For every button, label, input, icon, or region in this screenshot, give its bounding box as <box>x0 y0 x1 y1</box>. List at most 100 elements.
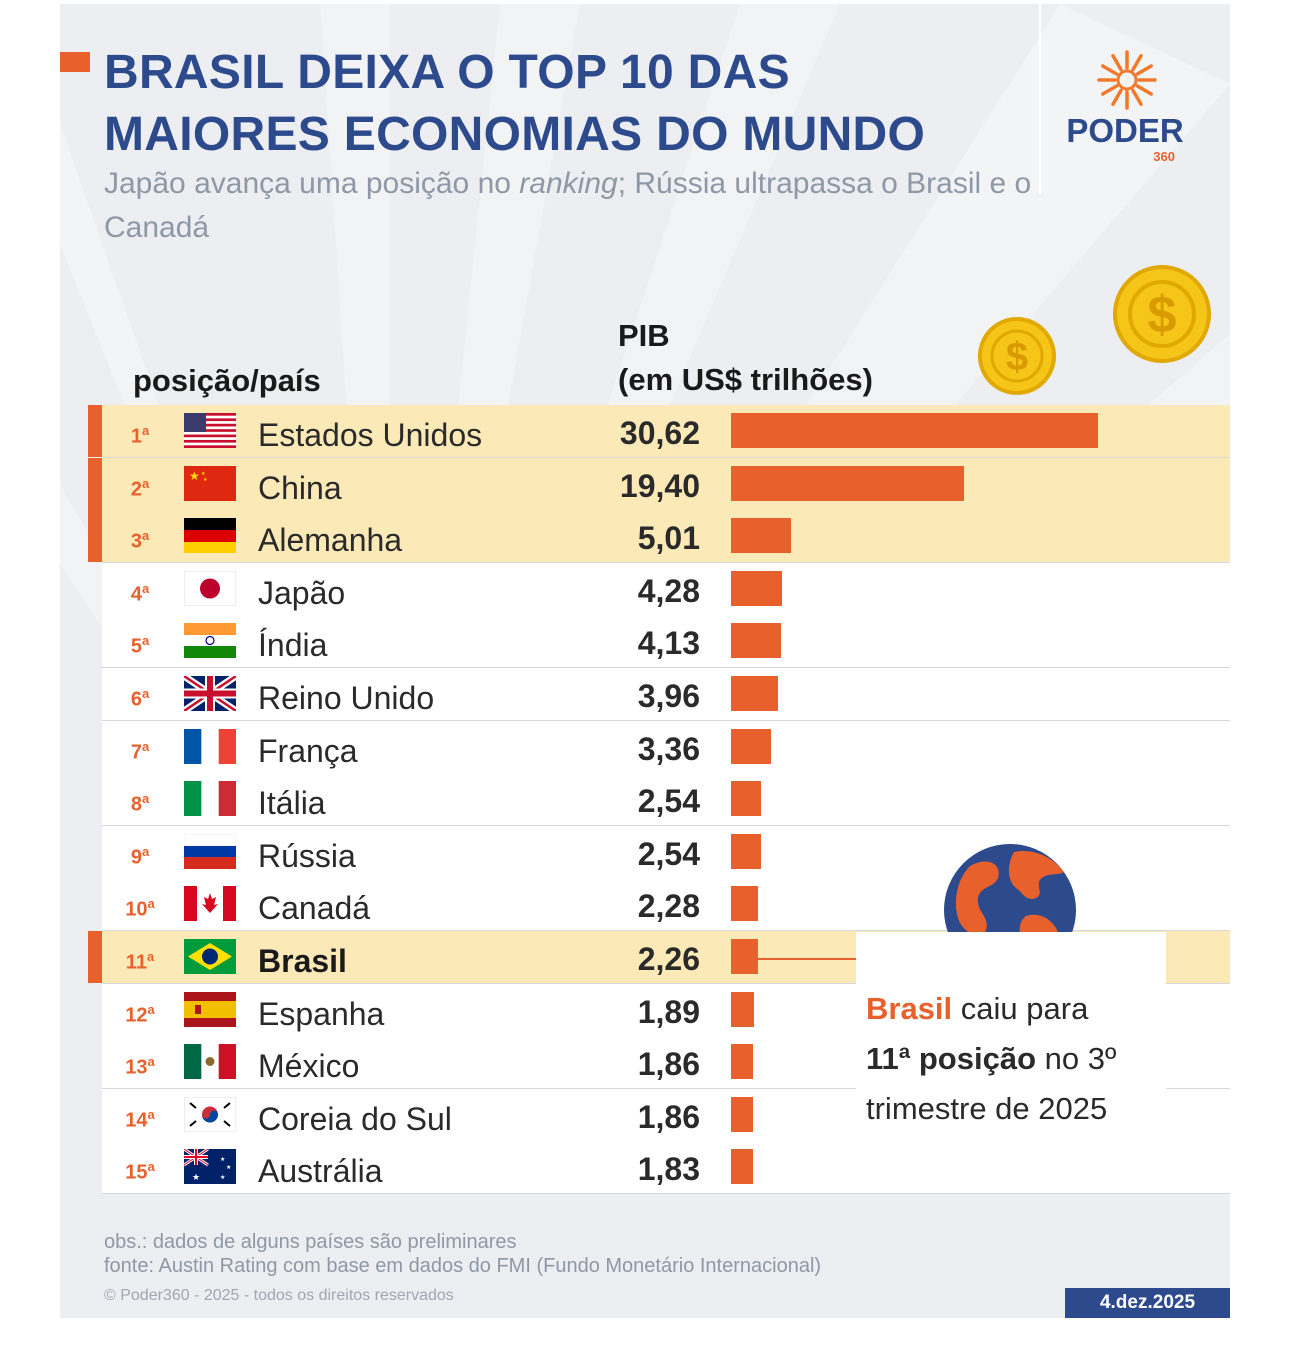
japan-flag-icon <box>184 570 236 606</box>
table-row <box>102 510 1230 564</box>
rank-label: 14a <box>125 1106 155 1132</box>
value-label: 1,89 <box>637 993 700 1030</box>
uk-flag-icon <box>184 676 236 711</box>
china-flag-icon: ★ ★★ <box>184 465 236 501</box>
country-label: Índia <box>258 627 328 664</box>
table-row <box>102 562 1230 616</box>
rank-label: 13a <box>125 1054 155 1079</box>
country-label: México <box>258 1048 360 1085</box>
country-label: Japão <box>258 574 346 611</box>
country-label: Brasil <box>258 943 347 979</box>
svg-text:★: ★ <box>201 471 206 477</box>
title-accent-mark <box>60 52 90 72</box>
rank-label: 4a <box>130 580 150 606</box>
dollar-coin-icon: $ <box>978 317 1056 395</box>
svg-text:★: ★ <box>189 469 200 483</box>
table-row <box>102 457 1230 511</box>
rank-label: 1a <box>130 423 150 448</box>
svg-text:$: $ <box>1148 286 1177 344</box>
svg-text:★: ★ <box>226 1164 231 1171</box>
value-label: 19,40 <box>619 467 700 504</box>
dollar-coin-icon: $ <box>1113 265 1211 363</box>
value-label: 3,36 <box>637 730 700 767</box>
value-label: 1,83 <box>637 1151 700 1188</box>
gdp-bar <box>731 939 758 974</box>
page-title: BRASIL DEIXA O TOP 10 DAS MAIORES ECONOM… <box>104 46 926 161</box>
footer-notes: obs.: dados de alguns países são prelimi… <box>104 1230 821 1278</box>
germany-flag-icon <box>184 518 236 554</box>
value-label: 4,13 <box>637 625 700 662</box>
value-label: 30,62 <box>619 415 700 451</box>
rank-label: 8a <box>130 791 150 816</box>
gdp-bar <box>731 676 778 711</box>
poder360-logo: PODER 360 <box>1066 50 1184 164</box>
country-label: Estados Unidos <box>258 417 483 453</box>
row-accent-bar <box>88 931 102 983</box>
svg-text:★: ★ <box>220 1174 225 1181</box>
rank-label: 11a <box>125 949 155 974</box>
spain-flag-icon <box>184 991 236 1027</box>
svg-text:★: ★ <box>220 1156 225 1163</box>
rank-label: 5a <box>130 633 150 659</box>
svg-text:PODER: PODER <box>1066 112 1184 149</box>
column-header-pib: PIB (em US$ trilhões) <box>618 318 873 397</box>
brazil-flag-icon <box>184 939 236 974</box>
svg-text:$: $ <box>1006 335 1028 379</box>
value-label: 4,28 <box>637 572 700 609</box>
rank-label: 10a <box>125 896 155 922</box>
gdp-bar <box>731 1044 753 1080</box>
south-korea-flag-icon <box>184 1096 236 1132</box>
rank-label: 15a <box>125 1159 155 1185</box>
country-label: França <box>258 732 358 769</box>
country-label: Coreia do Sul <box>258 1100 452 1137</box>
gdp-bar <box>731 465 964 501</box>
country-label: China <box>258 469 342 506</box>
obs-note: obs.: dados de alguns países são prelimi… <box>104 1231 517 1253</box>
brasil-callout-box: Brasil caiu para 11ª posição no 3º trime… <box>856 932 1166 1154</box>
gdp-bar <box>731 1096 753 1132</box>
rank-label: 9a <box>130 843 150 869</box>
country-label: Itália <box>258 785 326 822</box>
value-label: 5,01 <box>637 520 700 557</box>
infographic-card: BRASIL DEIXA O TOP 10 DAS MAIORES ECONOM… <box>60 4 1230 1318</box>
value-label: 1,86 <box>637 1046 700 1083</box>
table-row <box>102 720 1230 774</box>
svg-text:★: ★ <box>192 1172 200 1182</box>
sun-icon <box>1097 50 1157 110</box>
date-badge: 4.dez.2025 <box>1065 1288 1230 1318</box>
gdp-bar <box>731 518 791 554</box>
country-label: Canadá <box>258 890 371 927</box>
country-label: Alemanha <box>258 522 403 559</box>
value-label: 3,96 <box>637 678 700 714</box>
rank-label: 7a <box>130 738 150 764</box>
column-header-position: posição/país <box>133 363 321 398</box>
source-note: fonte: Austin Rating com base em dados d… <box>104 1255 822 1277</box>
country-label: Austrália <box>258 1153 383 1190</box>
country-label: Espanha <box>258 995 385 1032</box>
mexico-flag-icon <box>184 1044 236 1080</box>
gdp-bar <box>731 1149 753 1185</box>
row-accent-bar <box>88 510 102 563</box>
table-row <box>102 668 1230 721</box>
table-row <box>102 773 1230 827</box>
russia-flag-icon <box>184 833 236 869</box>
gdp-bar <box>731 413 1098 448</box>
header-divider <box>1039 4 1041 194</box>
gdp-bar <box>731 833 761 869</box>
callout-text: Brasil caiu para 11ª posição no 3º trime… <box>866 991 1117 1126</box>
france-flag-icon <box>184 728 236 764</box>
coins-illustration: $ $ <box>978 265 1211 395</box>
rank-label: 12a <box>125 1001 155 1027</box>
country-label: Reino Unido <box>258 680 435 716</box>
rank-label: 3a <box>130 528 150 553</box>
svg-text:★: ★ <box>203 477 208 483</box>
value-label: 2,28 <box>637 888 700 925</box>
copyright: © Poder360 - 2025 - todos os direitos re… <box>104 1287 454 1304</box>
gdp-bar <box>731 728 771 764</box>
gdp-bar <box>731 886 758 922</box>
gdp-bar <box>731 570 782 606</box>
canada-flag-icon <box>184 886 236 922</box>
svg-text:360: 360 <box>1153 149 1175 164</box>
page-subtitle: Japão avança uma posição no ranking; Rús… <box>104 167 1032 244</box>
india-flag-icon <box>184 623 236 659</box>
